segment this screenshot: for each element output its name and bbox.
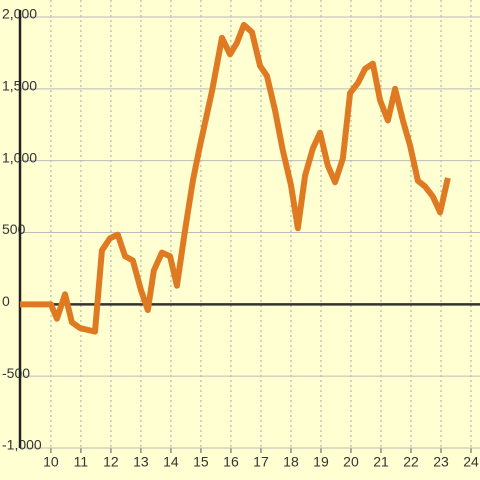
x-tick-label: 12 bbox=[103, 454, 119, 470]
x-tick-label: 16 bbox=[223, 454, 239, 470]
x-tick-label: 11 bbox=[74, 454, 89, 470]
x-tick-label: 15 bbox=[193, 454, 209, 470]
x-tick-label: 22 bbox=[403, 454, 419, 470]
x-tick-label: 18 bbox=[283, 454, 299, 470]
x-tick-label: 19 bbox=[313, 454, 329, 470]
y-tick-label: 0 bbox=[2, 293, 10, 309]
data-line bbox=[20, 21, 451, 335]
x-tick-label: 13 bbox=[133, 454, 149, 470]
x-tick-label: 23 bbox=[433, 454, 449, 470]
x-tick-label: 21 bbox=[373, 454, 389, 470]
x-tick-label: 17 bbox=[253, 454, 269, 470]
y-tick-label: 500 bbox=[2, 221, 26, 237]
x-tick-label: 20 bbox=[343, 454, 359, 470]
y-tick-label: -500 bbox=[2, 365, 30, 381]
x-tick-label: 24 bbox=[463, 454, 479, 470]
x-tick-label: 14 bbox=[163, 454, 179, 470]
x-tick-label: 10 bbox=[43, 454, 59, 470]
y-tick-label: -1,000 bbox=[2, 437, 42, 453]
